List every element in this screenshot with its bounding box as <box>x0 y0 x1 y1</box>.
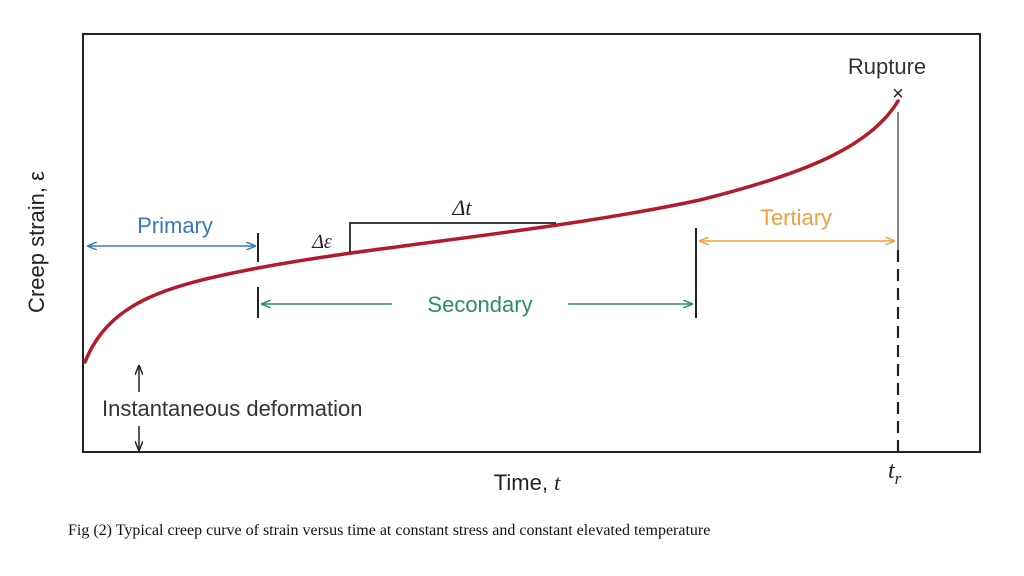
x-axis-label: Time, t <box>494 470 561 495</box>
y-axis-label: Creep strain, ε <box>24 171 49 313</box>
rupture-x-mark: × <box>892 83 904 105</box>
rupture-time-label: tr <box>888 458 902 488</box>
delta-epsilon-label: Δε <box>311 231 332 253</box>
rupture-label: Rupture <box>848 54 926 79</box>
secondary-label: Secondary <box>427 292 532 317</box>
figure-caption: Fig (2) Typical creep curve of strain ve… <box>68 522 711 539</box>
x-axis-variable: t <box>554 470 561 495</box>
plot-frame <box>82 33 981 453</box>
slope-bracket <box>349 222 556 252</box>
rupture-time-subscript: r <box>895 469 902 488</box>
creep-curve-diagram: × Rupture Creep strain, ε Time, t tr Pri… <box>24 33 981 495</box>
delta-t-label: Δt <box>451 195 472 220</box>
creep-curve <box>83 99 900 364</box>
primary-label: Primary <box>137 213 213 238</box>
tertiary-label: Tertiary <box>760 205 832 230</box>
instantaneous-label: Instantaneous deformation <box>102 396 363 421</box>
